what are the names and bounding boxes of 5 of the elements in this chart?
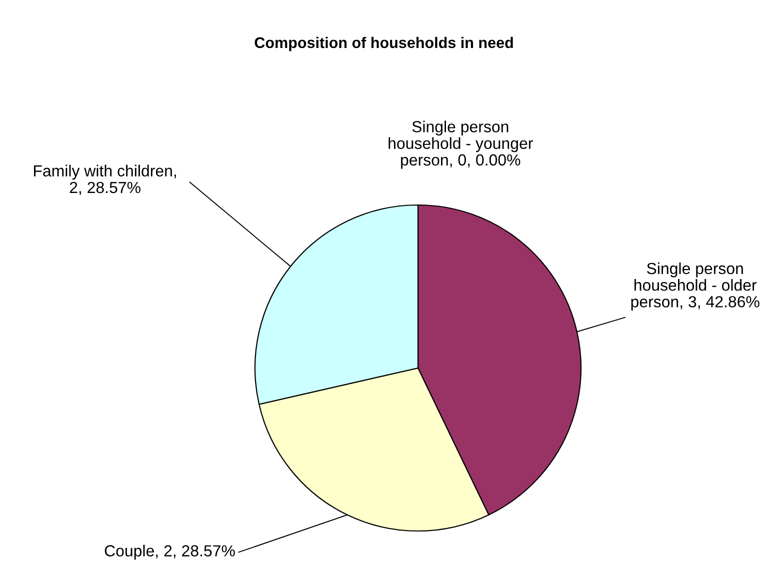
- slice-label: Single person household - older person, 3, 42.86%: [631, 262, 760, 311]
- slice-label: Couple, 2, 28.57%: [104, 544, 235, 560]
- chart-title: Composition of households in need: [254, 36, 513, 52]
- category-label: Single person household - younger person, 0, 0.00%: [388, 120, 533, 169]
- slice-label: Family with children, 2, 28.57%: [34, 164, 176, 196]
